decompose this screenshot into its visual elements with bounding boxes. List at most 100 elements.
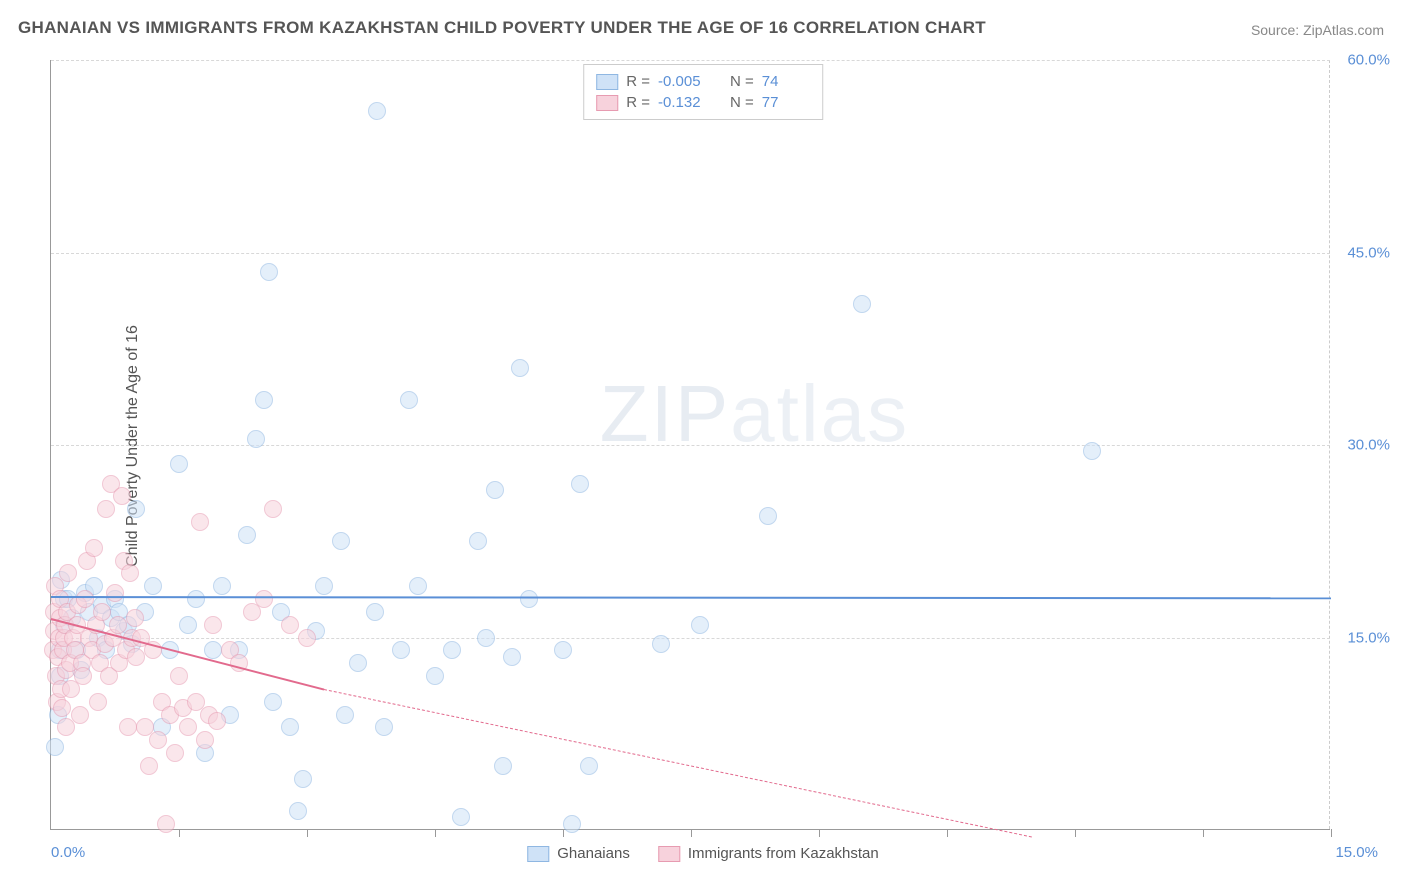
x-tick	[819, 829, 820, 837]
scatter-point	[53, 699, 71, 717]
scatter-point	[332, 532, 350, 550]
scatter-point	[260, 263, 278, 281]
scatter-point	[1083, 442, 1101, 460]
scatter-point	[140, 757, 158, 775]
legend-series-item: Ghanaians	[527, 845, 630, 862]
legend-swatch	[658, 846, 680, 862]
y-tick-label: 15.0%	[1335, 629, 1390, 646]
legend-n-value: 74	[762, 73, 810, 90]
scatter-point	[452, 808, 470, 826]
scatter-point	[315, 577, 333, 595]
scatter-point	[477, 629, 495, 647]
scatter-point	[853, 295, 871, 313]
scatter-point	[238, 526, 256, 544]
scatter-point	[74, 667, 92, 685]
scatter-point	[57, 718, 75, 736]
scatter-point	[144, 577, 162, 595]
scatter-point	[392, 641, 410, 659]
legend-series-name: Ghanaians	[557, 845, 630, 862]
scatter-point	[469, 532, 487, 550]
legend-swatch	[527, 846, 549, 862]
scatter-point	[294, 770, 312, 788]
plot-area: ZIPatlas 15.0%30.0%45.0%60.0%0.0%15.0%	[50, 60, 1330, 830]
scatter-point	[119, 718, 137, 736]
scatter-point	[126, 609, 144, 627]
gridline-h	[51, 638, 1330, 639]
y-tick-label: 30.0%	[1335, 437, 1390, 454]
scatter-point	[166, 744, 184, 762]
scatter-point	[121, 564, 139, 582]
legend-n-value: 77	[762, 94, 810, 111]
legend-series-name: Immigrants from Kazakhstan	[688, 845, 879, 862]
scatter-point	[486, 481, 504, 499]
scatter-point	[157, 815, 175, 833]
series-legend: Ghanaians Immigrants from Kazakhstan	[527, 845, 878, 862]
scatter-point	[289, 802, 307, 820]
correlation-legend: R = -0.005 N = 74 R = -0.132 N = 77	[583, 64, 823, 120]
scatter-point	[170, 455, 188, 473]
scatter-point	[494, 757, 512, 775]
x-axis-min-label: 0.0%	[51, 844, 85, 861]
scatter-point	[204, 616, 222, 634]
scatter-point	[426, 667, 444, 685]
scatter-point	[113, 487, 131, 505]
y-tick-label: 45.0%	[1335, 244, 1390, 261]
legend-r-label: R =	[626, 73, 650, 90]
scatter-point	[46, 738, 64, 756]
scatter-point	[511, 359, 529, 377]
scatter-point	[255, 391, 273, 409]
chart-title: GHANAIAN VS IMMIGRANTS FROM KAZAKHSTAN C…	[18, 18, 986, 38]
scatter-point	[366, 603, 384, 621]
legend-correlation-row: R = -0.132 N = 77	[596, 92, 810, 113]
scatter-point	[196, 731, 214, 749]
scatter-point	[109, 616, 127, 634]
scatter-point	[255, 590, 273, 608]
gridline-h	[51, 445, 1330, 446]
scatter-point	[127, 648, 145, 666]
scatter-point	[368, 102, 386, 120]
scatter-point	[247, 430, 265, 448]
x-tick	[179, 829, 180, 837]
scatter-point	[208, 712, 226, 730]
trend-line	[51, 596, 1331, 599]
scatter-point	[281, 616, 299, 634]
legend-swatch	[596, 74, 618, 90]
scatter-point	[580, 757, 598, 775]
x-axis-max-label: 15.0%	[1335, 844, 1378, 861]
trend-line	[324, 689, 1032, 838]
legend-r-label: R =	[626, 94, 650, 111]
gridline-h	[51, 253, 1330, 254]
legend-n-label: N =	[730, 94, 754, 111]
scatter-point	[93, 603, 111, 621]
x-tick	[947, 829, 948, 837]
legend-r-value: -0.132	[658, 94, 706, 111]
scatter-point	[97, 500, 115, 518]
legend-swatch	[596, 95, 618, 111]
scatter-point	[336, 706, 354, 724]
scatter-point	[85, 539, 103, 557]
scatter-point	[191, 513, 209, 531]
scatter-point	[170, 667, 188, 685]
legend-r-value: -0.005	[658, 73, 706, 90]
scatter-point	[179, 718, 197, 736]
scatter-point	[400, 391, 418, 409]
x-tick	[1203, 829, 1204, 837]
legend-n-label: N =	[730, 73, 754, 90]
scatter-point	[179, 616, 197, 634]
scatter-point	[652, 635, 670, 653]
gridline-h	[51, 60, 1330, 61]
x-tick	[691, 829, 692, 837]
x-tick	[1331, 829, 1332, 837]
scatter-point	[520, 590, 538, 608]
scatter-point	[503, 648, 521, 666]
x-tick	[307, 829, 308, 837]
x-tick	[435, 829, 436, 837]
scatter-point	[149, 731, 167, 749]
legend-series-item: Immigrants from Kazakhstan	[658, 845, 879, 862]
scatter-point	[298, 629, 316, 647]
scatter-point	[76, 590, 94, 608]
scatter-point	[106, 584, 124, 602]
legend-correlation-row: R = -0.005 N = 74	[596, 71, 810, 92]
scatter-point	[264, 500, 282, 518]
scatter-point	[571, 475, 589, 493]
